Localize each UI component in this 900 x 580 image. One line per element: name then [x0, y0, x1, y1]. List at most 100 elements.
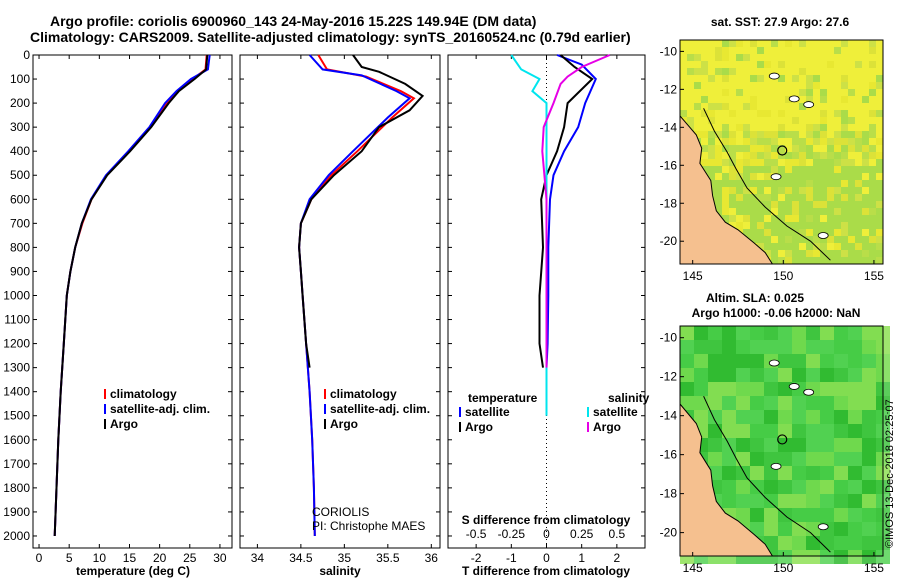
map-cell	[827, 124, 834, 131]
map-cell	[778, 138, 785, 145]
y-tick-label: 1700	[3, 457, 30, 471]
map-cell	[855, 138, 862, 145]
map-cell	[792, 410, 806, 424]
map-cell	[806, 438, 820, 452]
map-cell	[862, 340, 876, 354]
map-cell	[764, 522, 778, 536]
map-y-tick-label: -16	[660, 158, 678, 172]
map-cell	[848, 82, 855, 89]
map-cell	[764, 103, 771, 110]
map-cell	[771, 208, 778, 215]
map-cell	[694, 96, 701, 103]
map-cell	[715, 75, 722, 82]
map-cell	[806, 131, 813, 138]
map-cell	[862, 96, 869, 103]
map-cell	[757, 96, 764, 103]
sla-map-title-1: Altim. SLA: 0.025	[706, 291, 804, 305]
map-cell	[813, 145, 820, 152]
map-cell	[841, 243, 848, 250]
map-cell	[778, 194, 785, 201]
map-cell	[736, 201, 743, 208]
map-cell	[813, 124, 820, 131]
map-cell	[764, 152, 771, 159]
map-cell	[841, 180, 848, 187]
map-cell	[750, 194, 757, 201]
map-cell	[792, 340, 806, 354]
map-cell	[750, 54, 757, 61]
map-cell	[834, 131, 841, 138]
map-cell	[806, 215, 813, 222]
map-cell	[841, 257, 848, 264]
map-cell	[806, 396, 820, 410]
map-cell	[778, 145, 785, 152]
map-cell	[876, 194, 883, 201]
map-cell	[792, 368, 806, 382]
map-cell	[778, 187, 785, 194]
map-cell	[834, 180, 841, 187]
map-cell	[855, 61, 862, 68]
y-tick-label: 1800	[3, 481, 30, 495]
map-cell	[813, 47, 820, 54]
map-cell	[736, 61, 743, 68]
map-cell	[785, 243, 792, 250]
map-cell	[750, 368, 764, 382]
map-cell	[848, 424, 862, 438]
map-cell	[834, 243, 841, 250]
map-cell	[799, 187, 806, 194]
map-cell	[813, 110, 820, 117]
map-cell	[764, 110, 771, 117]
map-cell	[848, 96, 855, 103]
map-cell	[785, 180, 792, 187]
map-cell	[827, 68, 834, 75]
map-cell	[848, 194, 855, 201]
map-cell	[841, 208, 848, 215]
map-cell	[855, 250, 862, 257]
map-y-tick-label: -10	[660, 331, 678, 345]
map-cell	[715, 40, 722, 47]
map-cell	[750, 152, 757, 159]
map-cell	[834, 229, 841, 236]
map-cell	[722, 340, 736, 354]
map-cell	[876, 110, 883, 117]
map-cell	[834, 152, 841, 159]
map-cell	[792, 173, 799, 180]
map-y-tick-label: -12	[660, 370, 678, 384]
map-cell	[729, 208, 736, 215]
map-cell	[869, 215, 876, 222]
map-cell	[778, 480, 792, 494]
map-cell	[834, 145, 841, 152]
map-cell	[862, 550, 876, 564]
map-cell	[722, 187, 729, 194]
top-x-tick-label: 0.25	[570, 527, 594, 541]
map-cell	[806, 152, 813, 159]
map-cell	[806, 124, 813, 131]
map-cell	[820, 466, 834, 480]
map-cell	[834, 124, 841, 131]
map-cell	[750, 354, 764, 368]
map-cell	[792, 243, 799, 250]
map-cell	[736, 396, 750, 410]
map-cell	[736, 82, 743, 89]
map-cell	[764, 173, 771, 180]
map-cell	[715, 110, 722, 117]
map-cell	[708, 145, 715, 152]
land-polygon	[679, 114, 774, 265]
map-cell	[813, 61, 820, 68]
map-cell	[778, 368, 792, 382]
map-cell	[806, 536, 820, 550]
map-cell	[806, 340, 820, 354]
map-cell	[813, 194, 820, 201]
map-cell	[680, 368, 694, 382]
map-cell	[820, 536, 834, 550]
map-cell	[806, 229, 813, 236]
map-cell	[778, 222, 785, 229]
map-cell	[764, 124, 771, 131]
map-cell	[834, 82, 841, 89]
legend-label: Argo	[330, 417, 358, 431]
map-cell	[764, 201, 771, 208]
map-cell	[715, 208, 722, 215]
map-cell	[750, 103, 757, 110]
map-cell	[834, 424, 848, 438]
map-cell	[827, 40, 834, 47]
map-cell	[750, 145, 757, 152]
